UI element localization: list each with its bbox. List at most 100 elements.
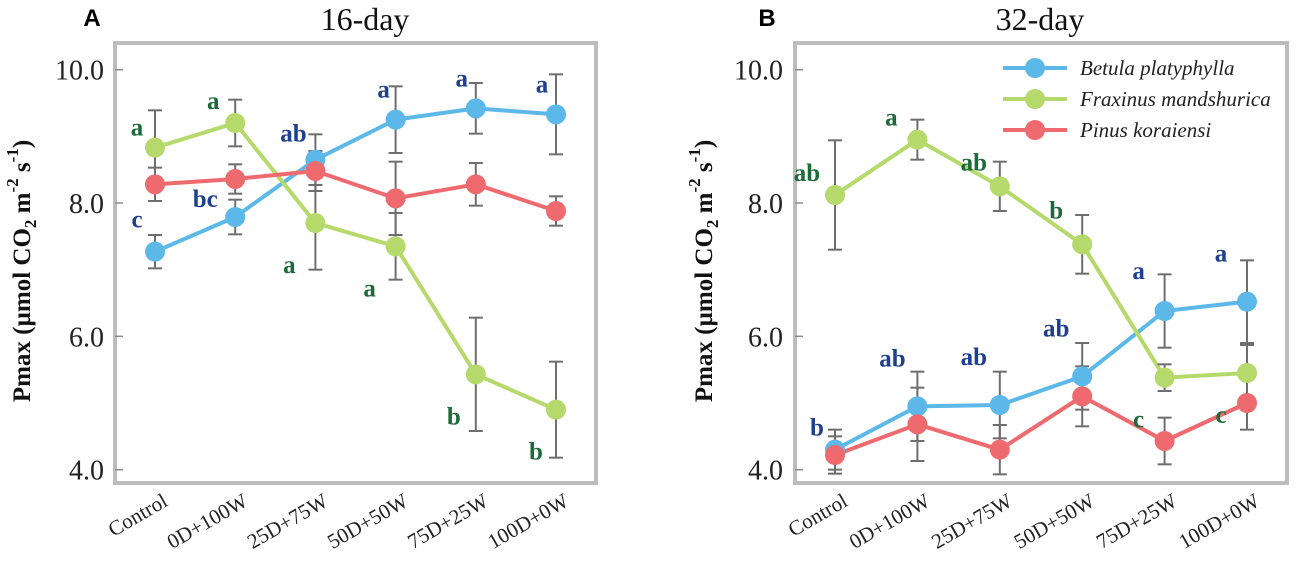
data-point-fraxinus (145, 137, 165, 158)
significance-letter-fraxinus: b (447, 403, 461, 430)
data-point-fraxinus (1237, 363, 1257, 383)
data-point-fraxinus (305, 213, 326, 233)
y-tick-label: 6.0 (69, 322, 104, 353)
x-tick-label: 75D+25W (1092, 488, 1181, 553)
y-axis-label-mid: m (9, 192, 36, 219)
legend-marker-betula (1025, 58, 1045, 78)
data-point-pinus (546, 201, 566, 221)
y-axis-label-end: ) (9, 140, 36, 148)
data-point-fraxinus (825, 185, 845, 205)
x-tick-label: 0D+100W (845, 488, 934, 553)
significance-letter-betula: bc (193, 186, 218, 213)
significance-letter-betula: c (131, 207, 142, 234)
legend-label-pinus: Pinus koraiensi (1079, 118, 1211, 142)
x-tick-label: 25D+75W (243, 488, 332, 553)
data-point-pinus (1072, 386, 1093, 407)
panel-a: A 16-day Pmax (µmol CO2​ m-2​ s-1​) 4.0 6.0 8… (3, 1, 598, 554)
x-tick-label: Control (104, 488, 172, 541)
significance-letter-fraxinus: a (207, 88, 220, 115)
significance-letter-fraxinus: ab (961, 149, 987, 176)
y-axis-label-mid2: s (9, 162, 36, 178)
x-tick-label: 50D+50W (1010, 488, 1099, 553)
series-line-fraxinus (154, 121, 557, 412)
data-point-betula (465, 98, 486, 119)
significance-letter-fraxinus: c (1133, 407, 1144, 434)
y-axis-label-sup1: -2 (3, 178, 22, 192)
series-line-betula (154, 106, 557, 254)
significance-letter-betula: a (456, 65, 469, 92)
data-point-pinus (225, 169, 246, 189)
panel-title: 16-day (321, 1, 410, 37)
y-axis-label-main: Pmax (µmol CO (691, 228, 718, 402)
y-tick-label: 8.0 (69, 189, 104, 220)
significance-letter-fraxinus: b (1049, 197, 1063, 224)
plot-frame (793, 41, 1289, 485)
data-point-pinus (1237, 393, 1257, 413)
significance-letter-betula: b (810, 415, 824, 442)
data-point-pinus (385, 188, 406, 209)
data-point-pinus (825, 445, 845, 465)
plot-frame (113, 41, 598, 485)
series-line-pinus (834, 394, 1248, 457)
significance-letter-betula: ab (961, 344, 987, 371)
y-tick-label: 6.0 (748, 322, 783, 353)
data-point-betula (907, 396, 928, 417)
x-tick-label: 100D+0W (484, 488, 573, 553)
x-tick-label: 75D+25W (403, 488, 492, 553)
significance-letter-betula: a (1132, 258, 1145, 285)
y-axis-label-sub2: 2 (703, 220, 722, 229)
data-point-fraxinus (907, 129, 928, 150)
data-point-betula (989, 395, 1010, 415)
data-point-betula (1237, 291, 1257, 312)
x-tick-label: 25D+75W (927, 488, 1016, 553)
x-tick-label: 0D+100W (163, 488, 252, 553)
legend-marker-fraxinus (1025, 89, 1045, 109)
data-point-fraxinus (546, 399, 566, 420)
panel-label: A (83, 5, 100, 32)
data-point-pinus (989, 439, 1010, 460)
significance-letter-betula: ab (1043, 315, 1069, 342)
data-point-fraxinus (989, 176, 1010, 197)
significance-letter-betula: a (377, 77, 390, 104)
data-point-pinus (1154, 431, 1175, 451)
significance-letter-fraxinus: c (1215, 402, 1226, 429)
significance-letter-fraxinus: a (283, 252, 296, 279)
y-tick-label: 4.0 (748, 456, 783, 487)
significance-letter-betula: a (1215, 241, 1228, 268)
data-point-fraxinus (1072, 234, 1093, 255)
data-point-pinus (907, 414, 928, 435)
legend-label-betula: Betula platyphylla (1080, 56, 1235, 80)
x-tick-label: 50D+50W (323, 488, 412, 553)
data-point-fraxinus (1154, 367, 1175, 388)
significance-letter-betula: ab (879, 345, 905, 372)
series-line-betula (834, 299, 1248, 452)
data-point-fraxinus (465, 364, 486, 385)
y-tick-label: 10.0 (734, 56, 783, 87)
significance-letter-fraxinus: ab (794, 160, 820, 187)
y-axis-label-sup1: -2 (685, 178, 704, 192)
x-tick-label: Control (784, 488, 852, 541)
y-axis-label-sub2: 2 (21, 220, 40, 229)
significance-letter-fraxinus: b (529, 439, 543, 466)
data-point-betula (385, 109, 406, 130)
significance-letter-betula: a (536, 71, 549, 98)
y-tick-label: 8.0 (748, 189, 783, 220)
y-axis-label-mid2: s (691, 162, 718, 178)
x-tick-label: 100D+0W (1175, 488, 1264, 553)
y-axis-label: Pmax (µmol CO2​ m-2​ s-1​) (685, 140, 722, 402)
significance-letter-fraxinus: a (885, 105, 898, 132)
data-point-pinus (465, 174, 486, 195)
panel-b: B 32-day Pmax (µmol CO2​ m-2​ s-1​) 4.0 6.0 8… (685, 1, 1289, 554)
y-tick-label: 10.0 (55, 56, 104, 87)
y-tick-label: 4.0 (69, 456, 104, 487)
series-line-fraxinus (833, 137, 1248, 380)
legend-marker-pinus (1025, 120, 1045, 140)
y-axis-label-end: ) (691, 140, 718, 148)
panel-title: 32-day (996, 1, 1085, 37)
data-point-pinus (145, 174, 165, 195)
y-axis-label-sup2: -1 (685, 148, 704, 162)
y-axis-label: Pmax (µmol CO2​ m-2​ s-1​) (3, 140, 40, 402)
data-point-pinus (305, 161, 326, 181)
data-point-betula (225, 207, 246, 227)
legend-label-fraxinus: Fraxinus mandshurica (1079, 87, 1271, 111)
